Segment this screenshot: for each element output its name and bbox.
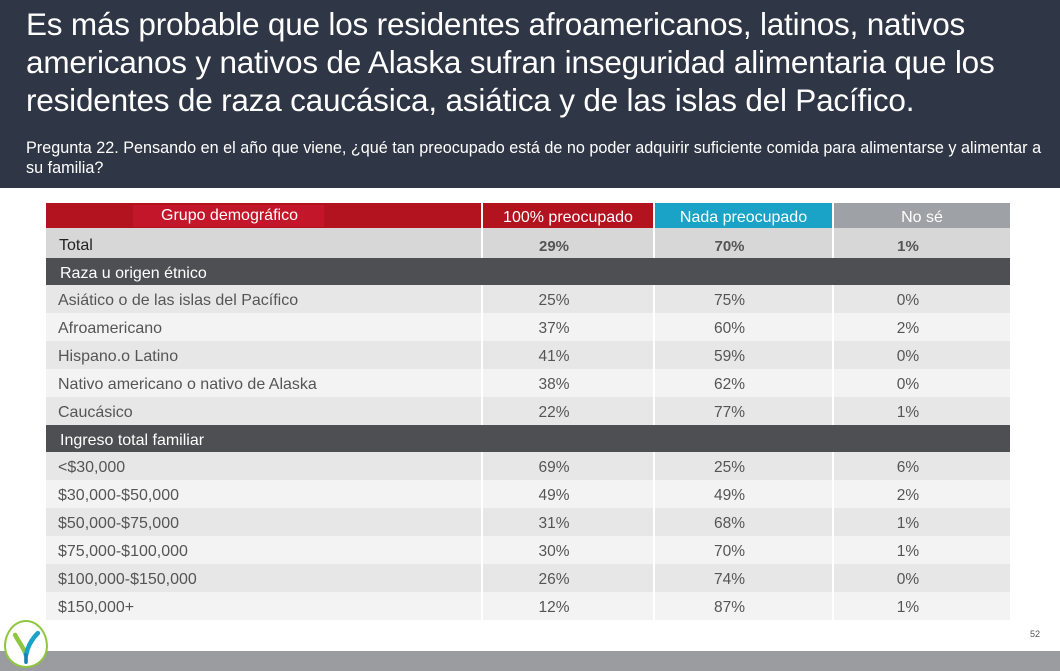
cell-value: 38% xyxy=(481,369,654,397)
cell-value: 30% xyxy=(481,536,654,564)
footer-bar xyxy=(0,651,1060,671)
table-row: $100,000-$150,000 26% 74% 0% xyxy=(46,564,1010,592)
table-row: Nativo americano o nativo de Alaska 38% 62… xyxy=(46,369,1010,397)
cell-value: 31% xyxy=(481,508,654,536)
cell-value: 49% xyxy=(481,480,654,508)
row-label: $30,000-$50,000 xyxy=(46,480,482,508)
table-row: $30,000-$50,000 49% 49% 2% xyxy=(46,480,1010,508)
cell-value: 26% xyxy=(481,564,654,592)
total-value: 29% xyxy=(481,228,654,258)
leaf-logo-icon xyxy=(4,620,48,668)
cell-value: 2% xyxy=(832,313,1010,341)
table-row: Hispano.o Latino 41% 59% 0% xyxy=(46,341,1010,369)
row-label: $50,000-$75,000 xyxy=(46,508,482,536)
cell-value: 0% xyxy=(832,564,1010,592)
cell-value: 6% xyxy=(832,452,1010,480)
cell-value: 1% xyxy=(832,592,1010,620)
cell-value: 49% xyxy=(653,480,833,508)
cell-value: 0% xyxy=(832,369,1010,397)
slide-header: Es más probable que los residentes afroa… xyxy=(0,0,1060,188)
section-title: Ingreso total familiar xyxy=(46,425,1010,452)
cell-value: 60% xyxy=(653,313,833,341)
section-header-row: Raza u origen étnico xyxy=(46,258,1010,285)
cell-value: 75% xyxy=(653,285,833,313)
cell-value: 77% xyxy=(653,397,833,425)
row-label: Nativo americano o nativo de Alaska xyxy=(46,369,482,397)
cell-value: 1% xyxy=(832,536,1010,564)
slide-subtitle: Pregunta 22. Pensando en el año que vien… xyxy=(26,139,1042,177)
cell-value: 70% xyxy=(653,536,833,564)
cell-value: 68% xyxy=(653,508,833,536)
table-row: $150,000+ 12% 87% 1% xyxy=(46,592,1010,620)
total-value: 70% xyxy=(653,228,833,258)
table-header-row: Grupo demográfico 100% preocupado Nada p… xyxy=(46,203,1010,228)
column-header-not-worried: Nada preocupado xyxy=(653,203,833,228)
table-row: Asiático o de las islas del Pacífico 25% 7… xyxy=(46,285,1010,313)
table-row: <$30,000 69% 25% 6% xyxy=(46,452,1010,480)
cell-value: 25% xyxy=(653,452,833,480)
cell-value: 1% xyxy=(832,397,1010,425)
section-title: Raza u origen étnico xyxy=(46,258,1010,285)
row-label: Afroamericano xyxy=(46,313,482,341)
results-table: Grupo demográfico 100% preocupado Nada p… xyxy=(46,203,1010,620)
cell-value: 74% xyxy=(653,564,833,592)
cell-value: 87% xyxy=(653,592,833,620)
total-row: Total 29% 70% 1% xyxy=(46,228,1010,258)
cell-value: 0% xyxy=(832,285,1010,313)
column-header-group: Grupo demográfico xyxy=(46,203,482,228)
page-number: 52 xyxy=(1030,629,1041,639)
cell-value: 25% xyxy=(481,285,654,313)
cell-value: 12% xyxy=(481,592,654,620)
row-label: $75,000-$100,000 xyxy=(46,536,482,564)
slide-title: Es más probable que los residentes afroa… xyxy=(26,6,995,118)
cell-value: 2% xyxy=(832,480,1010,508)
cell-value: 1% xyxy=(832,508,1010,536)
row-label: Asiático o de las islas del Pacífico xyxy=(46,285,482,313)
table-row: Afroamericano 37% 60% 2% xyxy=(46,313,1010,341)
cell-value: 59% xyxy=(653,341,833,369)
cell-value: 37% xyxy=(481,313,654,341)
row-label: $100,000-$150,000 xyxy=(46,564,482,592)
cell-value: 69% xyxy=(481,452,654,480)
row-label: $150,000+ xyxy=(46,592,482,620)
row-label: Caucásico xyxy=(46,397,482,425)
total-value: 1% xyxy=(832,228,1010,258)
row-label: Hispano.o Latino xyxy=(46,341,482,369)
cell-value: 22% xyxy=(481,397,654,425)
cell-value: 0% xyxy=(832,341,1010,369)
table-row: $75,000-$100,000 30% 70% 1% xyxy=(46,536,1010,564)
section-header-row: Ingreso total familiar xyxy=(46,425,1010,452)
table-row: $50,000-$75,000 31% 68% 1% xyxy=(46,508,1010,536)
cell-value: 41% xyxy=(481,341,654,369)
column-header-dont-know: No sé xyxy=(832,203,1010,228)
cell-value: 62% xyxy=(653,369,833,397)
row-label: <$30,000 xyxy=(46,452,482,480)
table-row: Caucásico 22% 77% 1% xyxy=(46,397,1010,425)
row-label: Total xyxy=(46,228,482,258)
column-header-very-worried: 100% preocupado xyxy=(481,203,654,228)
